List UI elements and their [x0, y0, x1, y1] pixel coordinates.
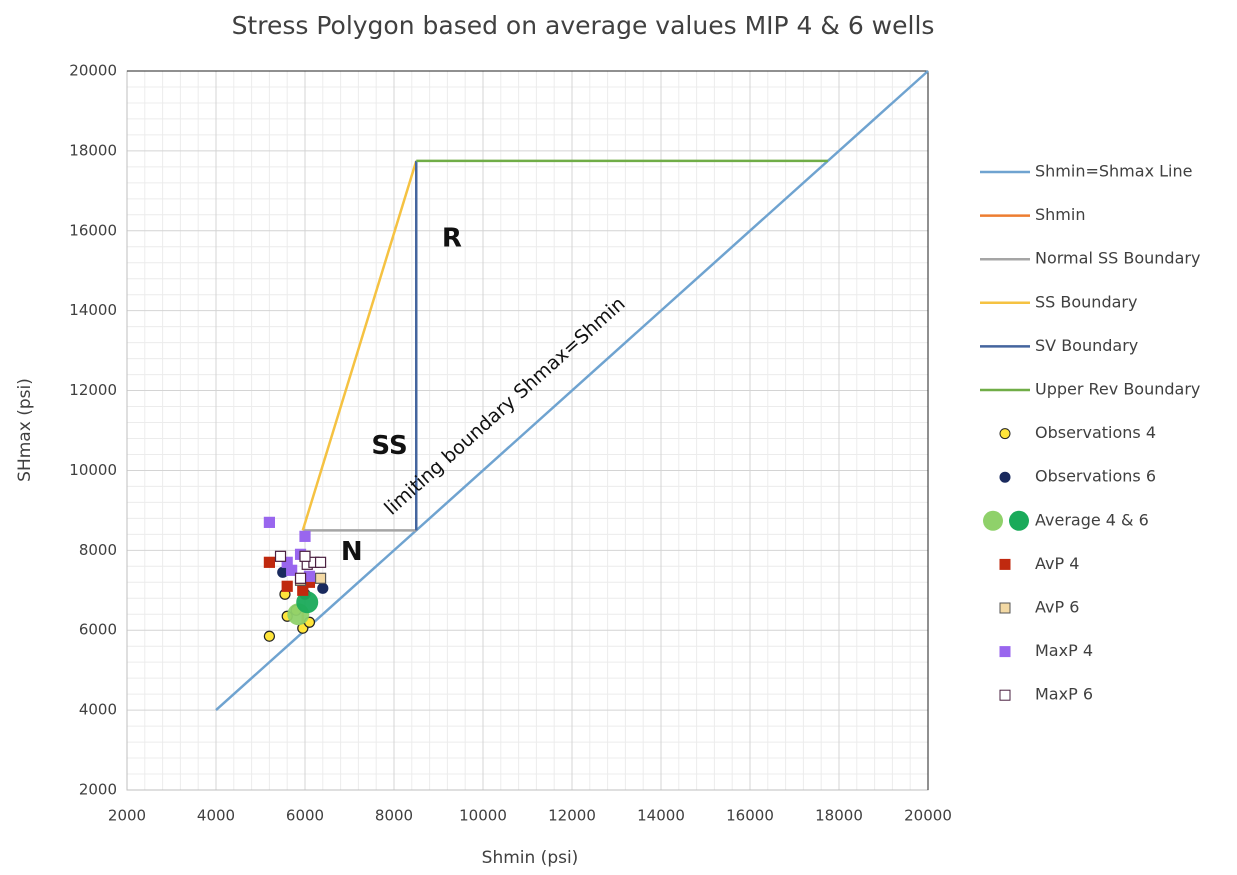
x-tick-label: 18000: [815, 807, 863, 825]
y-tick-label: 8000: [79, 541, 117, 559]
y-tick-label: 14000: [69, 301, 117, 319]
x-tick-label: 14000: [637, 807, 685, 825]
legend-label: Normal SS Boundary: [1035, 249, 1200, 268]
data-point: [317, 582, 329, 594]
data-point: [286, 564, 298, 576]
legend-swatch: [999, 689, 1011, 701]
chart-title: Stress Polygon based on average values M…: [232, 11, 935, 40]
y-tick-label: 18000: [69, 141, 117, 159]
series-line: [215, 70, 929, 712]
data-point: [263, 556, 275, 568]
annotation: SS: [371, 431, 407, 461]
legend-swatch: [983, 510, 1003, 531]
legend-swatch: [999, 646, 1011, 658]
legend-swatch: [1009, 510, 1029, 531]
legend-label: Shmin: [1035, 205, 1085, 224]
legend-label: AvP 6: [1035, 598, 1079, 617]
data-point: [296, 591, 319, 614]
y-tick-label: 2000: [79, 781, 117, 799]
data-point: [263, 630, 275, 642]
x-tick-label: 16000: [726, 807, 774, 825]
x-tick-label: 8000: [375, 807, 413, 825]
legend-label: MaxP 6: [1035, 685, 1093, 704]
x-axis-label: Shmin (psi): [482, 848, 579, 868]
annotation: R: [442, 223, 462, 253]
data-point: [314, 556, 327, 568]
y-axis-label: SHmax (psi): [15, 378, 35, 482]
data-point: [314, 572, 327, 584]
legend-label: SV Boundary: [1035, 336, 1138, 355]
legend-label: AvP 4: [1035, 554, 1079, 573]
x-tick-label: 12000: [548, 807, 596, 825]
data-point: [281, 580, 293, 592]
data-point: [294, 572, 307, 584]
series-line: [301, 160, 418, 531]
y-tick-label: 6000: [79, 621, 117, 639]
legend-label: Observations 6: [1035, 467, 1156, 486]
y-tick-label: 12000: [69, 381, 117, 399]
x-tick-label: 4000: [197, 807, 235, 825]
legend-label: SS Boundary: [1035, 292, 1137, 311]
y-tick-label: 20000: [69, 62, 117, 80]
legend-swatch: [999, 428, 1011, 440]
legend-label: MaxP 4: [1035, 641, 1093, 660]
legend-label: Upper Rev Boundary: [1035, 380, 1200, 399]
x-tick-label: 2000: [108, 807, 146, 825]
legend-label: Observations 4: [1035, 423, 1156, 442]
x-tick-label: 6000: [286, 807, 324, 825]
legend-swatch: [999, 602, 1011, 614]
y-tick-label: 10000: [69, 461, 117, 479]
x-tick-label: 10000: [459, 807, 507, 825]
y-tick-label: 16000: [69, 221, 117, 239]
legend-swatch: [999, 558, 1011, 570]
legend-label: Average 4 & 6: [1035, 510, 1149, 529]
x-tick-label: 20000: [904, 807, 952, 825]
data-point: [263, 516, 275, 528]
y-tick-label: 4000: [79, 701, 117, 719]
data-point: [299, 550, 311, 562]
data-point: [299, 530, 311, 542]
legend-label: Shmin=Shmax Line: [1035, 162, 1192, 181]
annotation: N: [341, 537, 363, 567]
legend-swatch: [999, 471, 1011, 483]
data-point: [274, 550, 287, 562]
